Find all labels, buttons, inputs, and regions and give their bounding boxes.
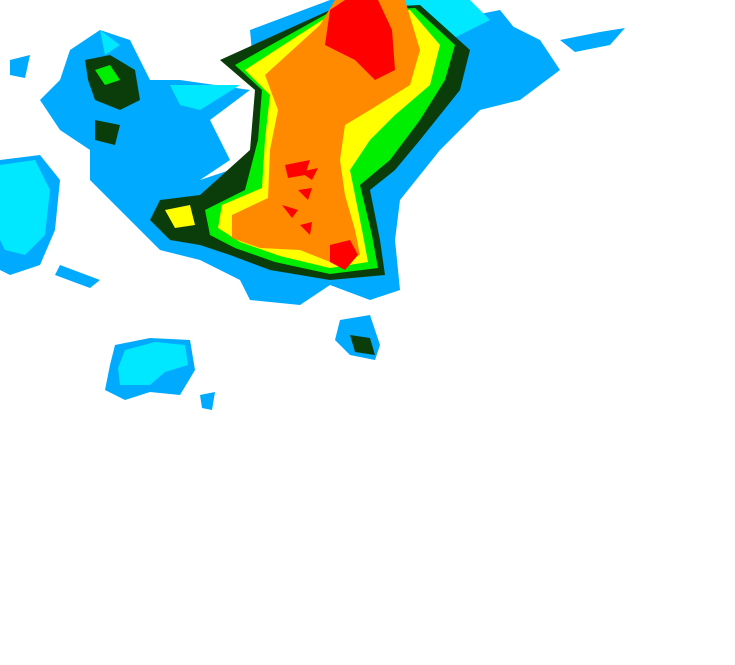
echo-red-cell: [325, 0, 395, 80]
echo-red-cell: [282, 205, 298, 218]
echo-dark-green-cell: [350, 335, 375, 355]
echo-red-cell: [330, 240, 358, 270]
echo-red-cell: [300, 168, 318, 180]
echo-red: [282, 0, 395, 270]
echo-cyan-cell: [0, 160, 50, 255]
echo-red-cell: [300, 222, 312, 235]
echo-green-cell: [95, 65, 120, 85]
echo-yellow-cell: [165, 205, 195, 228]
echo-cyan-cell: [170, 85, 240, 110]
echo-dark-green-cell: [95, 120, 120, 145]
echo-light-blue-cell: [560, 28, 625, 52]
echo-light-blue-cell: [10, 55, 30, 78]
echo-cyan-cell: [118, 342, 188, 385]
echo-red-cell: [298, 188, 312, 200]
echo-light-blue-cell: [200, 392, 215, 410]
echo-light-blue-cell: [55, 265, 100, 288]
echo-cyan-cell: [100, 30, 120, 55]
